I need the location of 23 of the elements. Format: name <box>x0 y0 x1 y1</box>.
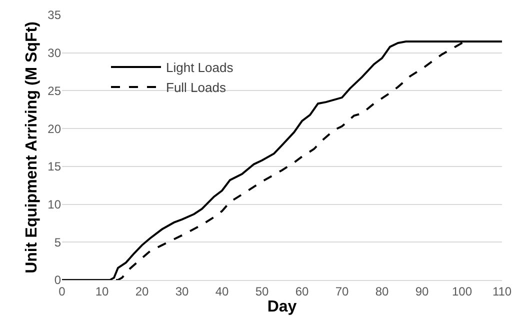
x-axis-title: Day <box>267 298 297 316</box>
y-axis-title: Unit Equipment Arriving (M SqFt) <box>24 22 41 274</box>
x-tick-label: 60 <box>295 284 309 298</box>
x-tick-label: 110 <box>492 284 512 298</box>
x-tick-label: 90 <box>415 284 429 298</box>
x-tick-label: 80 <box>375 284 389 298</box>
y-tick-label: 10 <box>48 197 62 212</box>
x-tick-label: 100 <box>452 284 472 298</box>
x-tick-label: 30 <box>175 284 189 298</box>
y-tick-label: 5 <box>54 235 62 250</box>
y-tick-label: 20 <box>48 122 62 136</box>
y-tick-label: 15 <box>48 160 62 174</box>
x-tick-label: 20 <box>135 284 149 298</box>
x-tick-label: 70 <box>335 284 349 298</box>
y-tick-label: 25 <box>48 84 62 98</box>
y-tick-label: 0 <box>54 273 62 288</box>
legend-label: Full Loads <box>166 80 226 96</box>
y-tick-label: 35 <box>48 8 62 22</box>
x-tick-label: 50 <box>255 284 269 298</box>
y-tick-label: 30 <box>48 46 62 60</box>
x-tick-label: 10 <box>95 284 109 298</box>
legend-label: Light Loads <box>166 60 234 76</box>
x-tick-label: 40 <box>215 284 229 298</box>
